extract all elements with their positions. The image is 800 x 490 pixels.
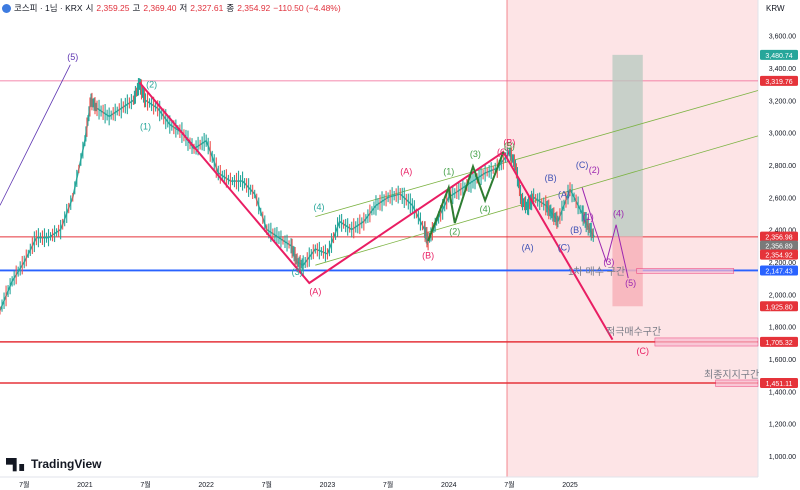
- open-value: 2,359.25: [96, 3, 130, 13]
- zone-label-2: 최종지지구간: [704, 369, 759, 381]
- wave-label-13: (B): [503, 138, 515, 148]
- low-label: 저: [179, 3, 188, 13]
- wave-label-18: (C): [576, 160, 589, 170]
- y-tick-label: 2,800.00: [769, 163, 796, 170]
- price-tag-label-7: 1,705.32: [765, 340, 792, 347]
- y-tick-label: 3,000.00: [769, 131, 796, 138]
- wave-label-15: (B): [545, 173, 557, 183]
- price-tag-label-0: 3,480.74: [765, 53, 792, 60]
- wave-label-26: (C): [637, 346, 650, 356]
- x-tick-label: 7월: [140, 480, 150, 489]
- x-tick-label: 7월: [262, 480, 272, 489]
- y-tick-label: 1,600.00: [769, 357, 796, 364]
- price-tag-bg-4: [760, 249, 798, 260]
- symbol-name[interactable]: 코스피 · 1님 · KRX: [14, 3, 83, 13]
- wave-label-4: (4): [313, 202, 324, 212]
- wave-label-6: (A): [400, 167, 412, 177]
- price-tag-bg-3: [760, 240, 798, 251]
- price-tag-bg-7: [760, 336, 798, 347]
- y-tick-label: 2,400.00: [769, 228, 796, 235]
- chart-header: 코스피 · 1님 · KRX 시 2,359.25 고 2,369.40 저 2,32…: [2, 1, 341, 15]
- zone-box-1: [654, 337, 759, 347]
- x-tick-label: 2023: [320, 482, 336, 489]
- price-tag-bg-5: [760, 265, 798, 276]
- wave-label-1: (2): [146, 79, 157, 89]
- zone-label-1: 적극매수구간: [606, 326, 661, 338]
- tradingview-brand: TradingView: [31, 457, 102, 471]
- x-tick-label: 2024: [441, 482, 457, 489]
- y-tick-label: 1,000.00: [769, 454, 796, 461]
- price-tag-label-1: 3,319.76: [765, 79, 792, 86]
- projected-wave-path: [581, 187, 629, 279]
- trend-channel-line-1: [315, 135, 759, 266]
- wave-label-24: (3): [603, 257, 614, 267]
- x-tick-label: 2022: [198, 482, 214, 489]
- y-tick-label: 1,800.00: [769, 325, 796, 332]
- change-value: −110.50 (−4.48%): [273, 3, 341, 13]
- price-tag-label-8: 1,451.11: [766, 381, 793, 388]
- y-tick-label: 3,200.00: [769, 98, 796, 105]
- price-tag-bg-8: [760, 378, 798, 389]
- wave-label-19: (2): [589, 165, 600, 175]
- price-tag-bg-2: [760, 231, 798, 242]
- x-tick-label: 2021: [77, 482, 93, 489]
- elliott-abc-wave-path: [138, 81, 614, 341]
- price-tag-bg-1: [760, 75, 798, 86]
- zone-label-0: 1차 매수 구간: [568, 266, 625, 278]
- x-tick-label: 7월: [19, 480, 29, 489]
- wave-label-22: (C): [558, 243, 571, 253]
- zone-box-2: [715, 379, 759, 387]
- tradingview-watermark[interactable]: ▀▌▖ TradingView: [6, 457, 102, 471]
- price-tag-label-2: 2,356.98: [765, 235, 792, 242]
- wave-label-11: (4): [480, 204, 491, 214]
- wave-label-20: (1): [583, 212, 594, 222]
- y-tick-label: 3,400.00: [769, 66, 796, 73]
- tradingview-logo-icon: ▀▌▖: [6, 458, 28, 471]
- x-tick-label: 2025: [562, 482, 578, 489]
- wave-label-2: (1): [140, 121, 151, 131]
- trend-channel-line-0: [315, 90, 759, 218]
- y-tick-label: 2,200.00: [769, 260, 796, 267]
- wave-label-0: (5): [67, 52, 78, 62]
- impulse-wave-line: [0, 64, 71, 206]
- y-tick-label: 2,600.00: [769, 195, 796, 202]
- open-label: 시: [85, 3, 94, 13]
- high-value: 2,369.40: [143, 3, 177, 13]
- wave-label-17: (A): [522, 243, 534, 253]
- wave-label-23: (4): [613, 209, 624, 219]
- wave-label-3: (3): [292, 267, 303, 277]
- x-tick-label: 7월: [504, 480, 514, 489]
- price-tag-label-4: 2,354.92: [765, 253, 792, 260]
- wave-label-8: (1): [443, 167, 454, 177]
- wave-label-10: (3): [470, 149, 481, 159]
- wave-label-5: (A): [309, 286, 321, 296]
- price-tag-bg-0: [760, 49, 798, 60]
- symbol-logo-icon: [2, 3, 11, 13]
- wave-label-25: (5): [625, 278, 636, 288]
- y-tick-label: 3,600.00: [769, 34, 796, 41]
- price-tag-label-5: 2,147.43: [765, 268, 792, 275]
- price-tag-label-6: 1,925.80: [765, 304, 792, 311]
- currency-label: KRW: [766, 4, 785, 13]
- close-label: 종: [226, 3, 235, 13]
- low-value: 2,327.61: [190, 3, 224, 13]
- wave-label-21: (B): [570, 225, 582, 235]
- x-tick-label: 7월: [383, 480, 393, 489]
- close-value: 2,354.92: [237, 3, 271, 13]
- y-tick-label: 1,400.00: [769, 389, 796, 396]
- y-tick-label: 2,000.00: [769, 292, 796, 299]
- zone-box-0: [636, 268, 735, 274]
- wave-label-9: (2): [449, 226, 460, 236]
- elliott-impulse-wave-path: [427, 151, 505, 242]
- price-tag-label-3: 2,356.89: [765, 244, 792, 251]
- wave-label-16: (A): [558, 189, 570, 199]
- projection-box-upside: [612, 54, 643, 237]
- high-label: 고: [132, 3, 141, 13]
- wave-label-7: (B): [422, 251, 434, 261]
- price-tag-bg-6: [760, 301, 798, 312]
- y-tick-label: 1,200.00: [769, 422, 796, 429]
- wave-label-14: (5): [504, 141, 515, 151]
- wave-label-12: (C): [497, 147, 510, 157]
